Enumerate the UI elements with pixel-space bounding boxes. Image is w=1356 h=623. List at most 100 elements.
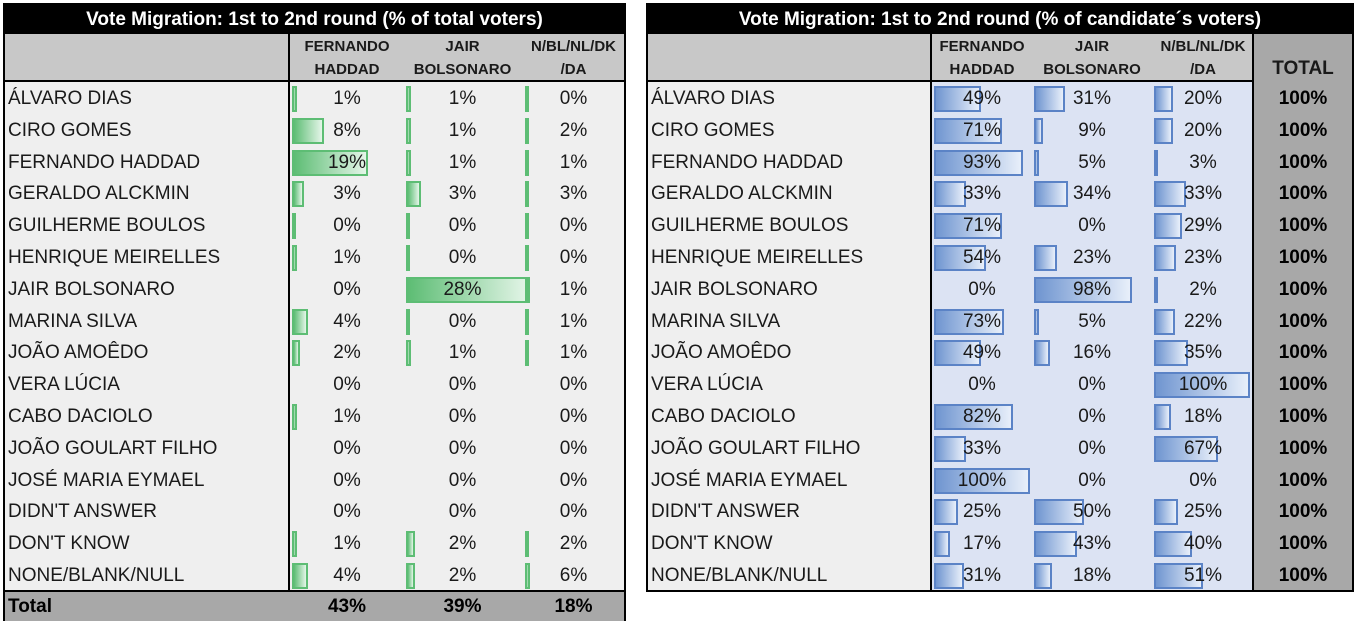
table-row: JOSÉ MARIA EYMAEL 0% 0% 0% [5, 465, 624, 497]
cell-haddad: 3% [290, 178, 404, 210]
table-row: GUILHERME BOULOS 0% 0% 0% [5, 210, 624, 242]
column-header-bolsonaro: JAIR BOLSONARO [413, 38, 512, 78]
table-row: FERNANDO HADDAD 93% 5% 3% 100% [648, 147, 1352, 179]
cell-value: 1% [333, 247, 361, 268]
bar-nbl [1154, 372, 1250, 399]
cell-value: 0% [559, 88, 588, 109]
bar-nbl [1154, 181, 1186, 208]
row-total: 100% [1278, 119, 1328, 141]
bar-nbl [1154, 531, 1192, 558]
bar-nbl [525, 340, 529, 367]
cell-haddad: 49% [932, 83, 1032, 115]
table-title: Vote Migration: 1st to 2nd round (% of c… [648, 5, 1352, 34]
column-divider [624, 34, 626, 619]
cell-value: 100% [1178, 374, 1228, 396]
bar-haddad [934, 308, 1004, 335]
bar-haddad [292, 86, 297, 112]
cell-nbl: 0% [523, 210, 624, 242]
row-total: 100% [1278, 247, 1328, 268]
bar-haddad [934, 404, 1013, 430]
table-row: GERALDO ALCKMIN 3% 3% 3% [5, 178, 624, 210]
row-label: JOÃO GOULART FILHO [651, 437, 861, 459]
column-divider [930, 34, 932, 590]
cell-nbl: 3% [523, 178, 624, 210]
table-row: DON'T KNOW 17% 43% 40% 100% [648, 528, 1352, 560]
cell-haddad: 71% [932, 210, 1032, 242]
cell-value: 2% [333, 342, 361, 364]
bar-nbl [525, 181, 529, 208]
cell-value: 0% [559, 469, 588, 491]
cell-haddad: 0% [290, 274, 404, 306]
cell-value: 73% [962, 310, 1002, 332]
bar-haddad [292, 340, 300, 367]
bar-nbl [1154, 245, 1176, 271]
cell-haddad: 82% [932, 401, 1032, 433]
cell-value: 20% [1183, 119, 1223, 141]
cell-value: 3% [559, 183, 588, 205]
cell-value: 0% [559, 374, 588, 396]
row-label: MARINA SILVA [651, 310, 781, 332]
row-total: 100% [1278, 374, 1328, 396]
row-label: HENRIQUE MEIRELLES [8, 247, 221, 268]
row-total: 100% [1278, 469, 1328, 491]
cell-nbl: 1% [523, 147, 624, 179]
cell-value: 20% [1183, 88, 1223, 109]
bar-bolsonaro [406, 181, 421, 208]
bar-bolsonaro [1034, 499, 1084, 526]
cell-haddad: 1% [290, 242, 404, 274]
cell-value: 23% [1072, 247, 1112, 268]
bar-nbl [525, 276, 529, 303]
bar-haddad [934, 467, 1030, 494]
bar-bolsonaro [406, 117, 411, 144]
bar-nbl [525, 213, 529, 240]
row-label: JAIR BOLSONARO [8, 278, 175, 300]
table-row: DON'T KNOW 1% 2% 2% [5, 528, 624, 560]
cell-value: 1% [448, 119, 477, 141]
row-total: 100% [1278, 151, 1328, 173]
cell-haddad: 19% [290, 147, 404, 179]
column-divider [288, 34, 290, 619]
cell-value: 0% [448, 437, 477, 459]
cell-value: 0% [968, 374, 996, 396]
cell-value: 16% [1072, 342, 1112, 364]
cell-value: 54% [962, 247, 1002, 268]
cell-haddad: 33% [932, 178, 1032, 210]
bar-haddad [934, 435, 966, 462]
bar-haddad [292, 531, 297, 558]
row-label: FERNANDO HADDAD [8, 151, 201, 173]
cell-value: 9% [1078, 119, 1106, 141]
cell-value: 2% [559, 533, 588, 555]
cell-value: 98% [1072, 278, 1112, 300]
cell-value: 2% [1189, 278, 1217, 300]
cell-value: 4% [333, 565, 361, 586]
row-label: NONE/BLANK/NULL [8, 565, 185, 586]
cell-value: 43% [1072, 533, 1112, 555]
column-header-nbl: N/BL/NL/DK /DA [1160, 38, 1246, 78]
bar-bolsonaro [406, 308, 410, 335]
table-row: CABO DACIOLO 1% 0% 0% [5, 401, 624, 433]
cell-nbl: 22% [1152, 306, 1254, 338]
cell-nbl: 6% [523, 560, 624, 592]
row-label: ÁLVARO DIAS [8, 88, 132, 109]
cell-bolsonaro: 0% [1032, 465, 1152, 497]
cell-nbl: 0% [523, 83, 624, 115]
cell-haddad: 54% [932, 242, 1032, 274]
cell-nbl: 0% [523, 465, 624, 497]
cell-value: 1% [333, 88, 361, 109]
cell-bolsonaro: 2% [404, 560, 521, 592]
bar-haddad [934, 86, 981, 112]
cell-haddad: 1% [290, 528, 404, 560]
table-row: VERA LÚCIA 0% 0% 100% 100% [648, 369, 1352, 401]
row-total: 100% [1278, 342, 1328, 364]
row-label: JOÃO AMOÊDO [651, 342, 792, 364]
bar-bolsonaro [1034, 340, 1050, 367]
row-label: MARINA SILVA [8, 310, 138, 332]
cell-haddad: 0% [932, 274, 1032, 306]
bar-haddad [292, 149, 368, 176]
cell-value: 2% [448, 533, 477, 555]
cell-value: 33% [962, 437, 1002, 459]
bar-nbl [525, 86, 529, 112]
cell-value: 23% [1183, 247, 1223, 268]
row-total: 100% [1278, 183, 1328, 205]
cell-value: 49% [962, 342, 1002, 364]
